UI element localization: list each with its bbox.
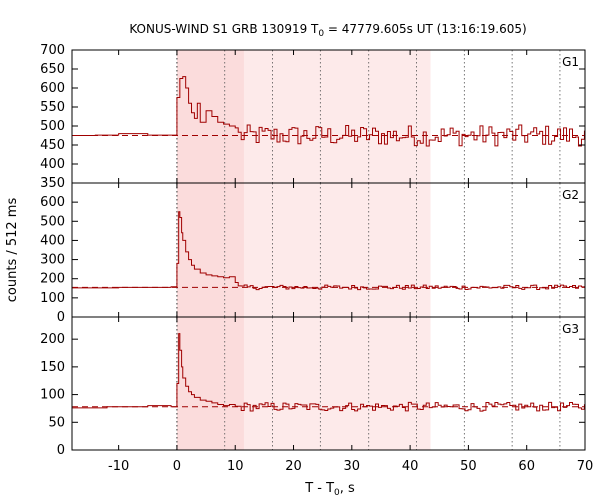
x-tick-label: -10: [108, 459, 129, 474]
panel-frame: [71, 316, 586, 451]
shaded-interval-2: [243, 50, 431, 183]
x-tick-label: 30: [344, 459, 361, 474]
panel-label: G2: [562, 188, 579, 202]
chart-title: KONUS-WIND S1 GRB 130919 T0 = 47779.605s…: [129, 22, 526, 39]
y-tick-label: 450: [40, 138, 65, 153]
y-tick-label: 200: [40, 332, 65, 347]
y-tick-label: 0: [57, 310, 65, 325]
y-tick-label: 100: [40, 388, 65, 403]
y-tick-label: 500: [40, 119, 65, 134]
shaded-interval-1: [176, 317, 244, 450]
y-tick-label: 500: [40, 214, 65, 229]
y-tick-label: 700: [40, 43, 65, 58]
panel-label: G1: [562, 55, 579, 69]
y-tick-label: 200: [40, 272, 65, 287]
y-tick-label: 350: [40, 176, 65, 191]
shaded-interval-2: [243, 317, 431, 450]
y-tick-label: 650: [40, 62, 65, 77]
y-tick-label: 400: [40, 233, 65, 248]
y-tick-label: 600: [40, 195, 65, 210]
x-tick-label: 60: [518, 459, 535, 474]
shaded-interval-2: [243, 183, 431, 317]
y-tick-label: 300: [40, 253, 65, 268]
x-tick-label: 70: [577, 459, 594, 474]
x-tick-label: 10: [227, 459, 244, 474]
x-tick-label: 0: [173, 459, 181, 474]
y-tick-label: 100: [40, 291, 65, 306]
panel-label: G3: [562, 322, 579, 336]
x-axis-label: T - T0, s: [304, 481, 355, 498]
y-tick-label: 550: [40, 100, 65, 115]
x-tick-label: 40: [402, 459, 419, 474]
y-tick-label: 50: [48, 415, 65, 430]
shaded-interval-1: [176, 50, 244, 183]
shaded-interval-1: [176, 183, 244, 317]
y-axis-label: counts / 512 ms: [5, 198, 20, 303]
y-tick-label: 400: [40, 157, 65, 172]
panel-g2: 0 100 200 300 400 500 600 G2: [40, 182, 586, 325]
panels-group: 350400450500550600650700G101002003004005…: [40, 43, 593, 474]
y-tick-label: 150: [40, 360, 65, 375]
x-tick-label: 20: [285, 459, 302, 474]
y-tick-label: 600: [40, 81, 65, 96]
y-tick-label: 0: [57, 443, 65, 458]
panel-g3: 0 50 100 150 200 G3: [40, 316, 586, 458]
series-g1: [72, 76, 585, 147]
series-g3: [72, 333, 585, 412]
series-g2: [72, 211, 585, 291]
panel-g1: 350 400 450 500 550 600 650 700 G1: [40, 43, 586, 191]
x-tick-label: 50: [460, 459, 477, 474]
